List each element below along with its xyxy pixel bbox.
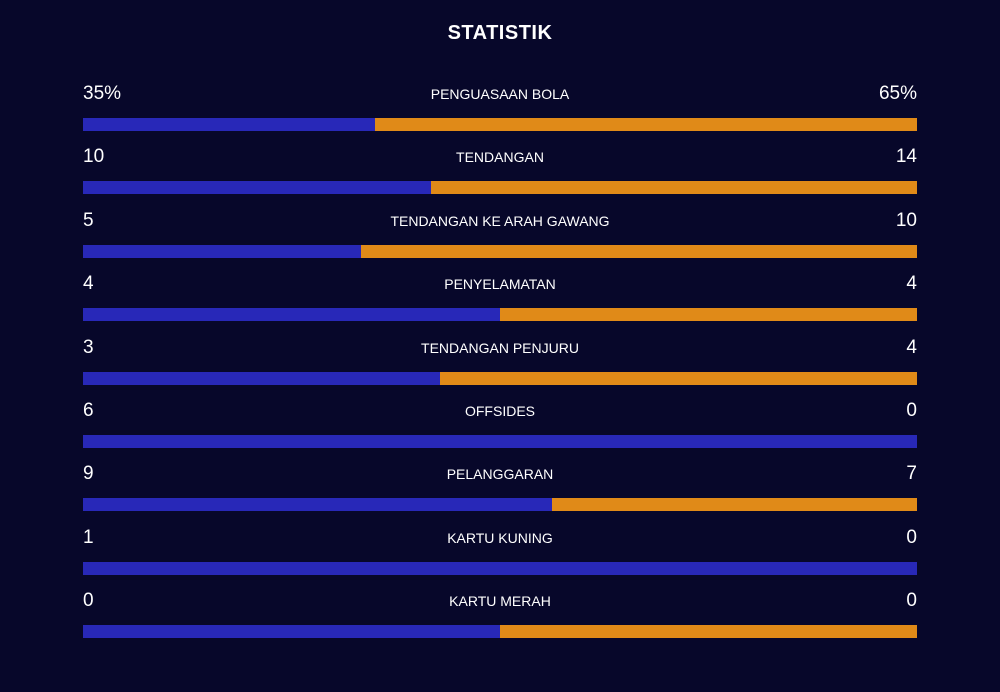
comparison-bar [83,498,917,512]
home-bar-segment [83,308,500,322]
comparison-bar [83,434,917,448]
stat-label: TENDANGAN [456,149,544,166]
stat-label: TENDANGAN KE ARAH GAWANG [390,212,610,229]
away-value: 4 [906,336,917,358]
comparison-bar [83,118,917,131]
comparison-bar [83,244,917,258]
comparison-bar [83,625,917,639]
home-bar-segment [83,244,361,258]
home-value: 10 [83,146,105,168]
away-value: 7 [906,463,917,485]
stat-label: KARTU MERAH [449,593,551,610]
away-bar-segment [552,498,917,512]
home-value: 5 [83,209,94,231]
home-bar-segment [83,561,917,575]
stat-label: KARTU KUNING [447,529,553,546]
away-value: 4 [906,273,917,295]
comparison-bar [83,371,917,385]
away-value: 0 [906,526,917,548]
stat-label: PELANGGARAN [446,466,554,483]
stat-label: OFFSIDES [464,402,535,419]
away-value: 0 [906,399,917,421]
home-value: 0 [83,590,94,612]
away-bar-segment [500,625,917,639]
home-value: 35% [83,83,122,104]
stat-row-saves: 4 PENYELAMATAN 4 [83,270,917,333]
stat-row-shots: 10 TENDANGAN 14 [83,143,917,206]
away-bar-segment [374,118,917,131]
home-value: 4 [83,273,94,295]
stats-list: 35% PENGUASAAN BOLA 65% 10 TENDANGAN 14 [83,80,917,651]
home-bar-segment [83,498,553,512]
stat-row-corners: 3 TENDANGAN PENJURU 4 [83,334,917,397]
stat-row-red-cards: 0 KARTU MERAH 0 [83,587,917,650]
stat-row-shots-on-target: 5 TENDANGAN KE ARAH GAWANG 10 [83,207,917,270]
home-bar-segment [83,181,431,195]
home-value: 9 [83,463,94,485]
home-value: 3 [83,336,94,358]
away-value: 10 [895,209,917,231]
away-value: 14 [895,146,917,168]
away-bar-segment [360,244,917,258]
comparison-bar [83,561,917,575]
home-bar-segment [83,434,917,448]
away-bar-segment [440,371,917,385]
home-value: 6 [83,399,94,421]
stat-label: PENYELAMATAN [444,276,556,293]
comparison-bar [83,308,917,322]
away-value: 0 [906,590,917,612]
home-bar-segment [83,118,375,131]
stat-row-possession: 35% PENGUASAAN BOLA 65% [83,80,917,143]
away-bar-segment [430,181,917,195]
away-value: 65% [878,83,917,104]
home-value: 1 [83,526,94,548]
panel-title: STATISTIK [447,22,553,44]
away-bar-segment [500,308,917,322]
home-bar-segment [83,625,500,639]
stat-label: TENDANGAN PENJURU [421,339,579,356]
stat-row-fouls: 9 PELANGGARAN 7 [83,460,917,523]
stat-row-yellow-cards: 1 KARTU KUNING 0 [83,524,917,587]
comparison-bar [83,181,917,195]
home-bar-segment [83,371,441,385]
stat-label: PENGUASAAN BOLA [430,86,570,102]
stat-row-offsides: 6 OFFSIDES 0 [83,397,917,460]
